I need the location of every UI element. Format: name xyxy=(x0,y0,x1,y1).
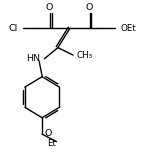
Text: HN: HN xyxy=(27,54,41,63)
Text: O: O xyxy=(85,3,92,12)
Text: O: O xyxy=(44,129,52,138)
Text: O: O xyxy=(46,3,53,12)
Text: OEt: OEt xyxy=(120,24,136,33)
Text: CH₃: CH₃ xyxy=(77,51,93,60)
Text: Cl: Cl xyxy=(8,24,17,33)
Text: Et: Et xyxy=(47,139,56,148)
